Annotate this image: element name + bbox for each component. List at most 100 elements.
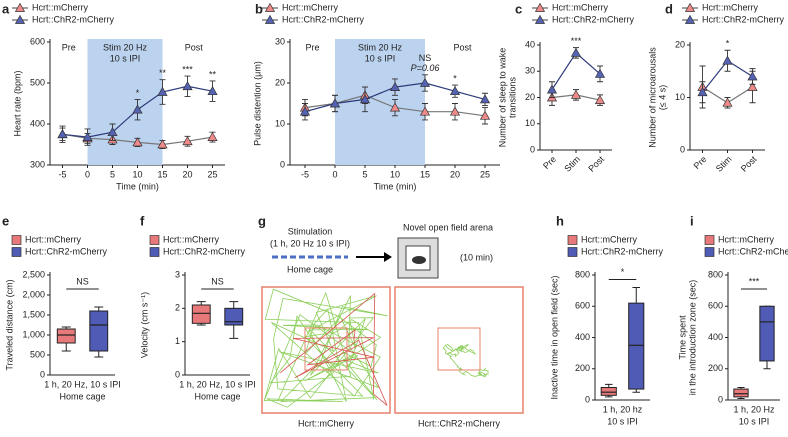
y-tick-label: 400 (575, 332, 590, 342)
panel-letter: b (255, 1, 263, 16)
box (600, 387, 617, 396)
arena-right-label: Hcrt::ChR2-mCherry (418, 418, 501, 428)
y-tick-label: 30 (275, 36, 285, 46)
data-point (329, 98, 341, 108)
data-point (594, 68, 606, 78)
y-tick-label: 300 (30, 159, 45, 169)
panel-letter: g (258, 213, 266, 228)
trajectories (263, 288, 489, 408)
panel-letter: f (140, 213, 145, 228)
data-point (419, 77, 431, 87)
legend-label: Hcrt::mCherry (32, 2, 88, 12)
x-tick-label: 25 (207, 169, 217, 179)
y-axis-label: Number of microarousals (647, 47, 657, 148)
panel-g: g Stimulation (1 h, 20 Hz 10 s IPI) Home… (258, 213, 524, 428)
y-tick-label: 10 (275, 118, 285, 128)
arena-right (394, 286, 524, 414)
significance: *** (749, 276, 760, 286)
x-tick-label: 10 (132, 169, 142, 179)
y-tick-label: 500 (30, 77, 45, 87)
x-tick-label: Post (739, 154, 759, 174)
stim-label: Stimulation (288, 226, 333, 236)
y-tick-label: 2,500 (22, 269, 45, 279)
legend-label: Hcrt::mCherry (702, 2, 758, 12)
data-point (157, 139, 168, 149)
y-tick-label: 200 (708, 363, 723, 373)
annotation: * (453, 73, 457, 83)
legend-label: Hcrt::mCherry (552, 2, 608, 12)
annotation: * (136, 88, 140, 98)
y-tick-label: 0 (280, 159, 285, 169)
legend-marker (264, 2, 276, 12)
legend-label: Hcrt::ChR2-mCherry (702, 14, 785, 24)
panel-letter: i (690, 213, 694, 228)
x-axis-label: 10 s IPI (739, 416, 770, 426)
legend-marker (534, 2, 546, 12)
y-tick-label: 800 (575, 269, 590, 279)
legend-label: Hcrt::mCherry (282, 2, 338, 12)
annotation: ** (209, 69, 217, 79)
y-tick-label: 0 (680, 144, 685, 154)
region-label: Pre (62, 42, 76, 52)
x-axis-label: Time (min) (374, 181, 417, 191)
legend-marker (567, 247, 578, 257)
x-tick-label: Pre (541, 154, 558, 171)
data-point (182, 81, 193, 91)
annotation: ** (159, 68, 167, 78)
legend-marker (264, 14, 276, 24)
data-point (449, 106, 461, 116)
data-point (449, 85, 461, 96)
y-tick-label: 40 (525, 39, 535, 49)
y-axis-label: Heart rate (bpm) (12, 70, 22, 136)
legend-marker (704, 235, 715, 245)
legend-label: Hcrt::ChR2-mCherry (32, 14, 115, 24)
x-axis-label: 10 s IPI (607, 416, 638, 426)
y-tick-label: 600 (708, 301, 723, 311)
legend-marker (149, 235, 160, 245)
y-tick-label: 500 (30, 349, 45, 359)
box (56, 328, 76, 344)
y-axis-label: Number of sleep to wake (497, 48, 507, 148)
y-axis-label: (≤ 4 s) (657, 85, 667, 110)
legend-marker (14, 14, 26, 24)
y-tick-label: 20 (275, 77, 285, 87)
box (759, 305, 775, 362)
legend-marker (684, 14, 696, 24)
data-point (207, 131, 218, 141)
arena-left-label: Hcrt::mCherry (298, 418, 354, 428)
y-tick-label: 3 (175, 269, 180, 279)
data-point (82, 131, 93, 141)
y-axis-label: Time spent (677, 315, 687, 360)
x-axis-label: Home cage (59, 391, 105, 401)
y-tick-label: 0 (718, 394, 723, 404)
y-tick-label: 1,000 (22, 329, 45, 339)
arena-left (261, 286, 391, 414)
region-label: Stim 20 Hz (358, 42, 403, 52)
data-point (747, 71, 758, 81)
y-tick-label: 30 (525, 66, 535, 76)
center-zone-right (437, 327, 481, 371)
data-point (546, 84, 558, 94)
y-tick-label: 1 (175, 336, 180, 346)
data-point (722, 55, 733, 65)
x-tick-label: 15 (157, 169, 167, 179)
significance: * (621, 267, 625, 277)
mouse-icon (412, 256, 426, 264)
y-axis-label: Inactive time in open field (sec) (549, 275, 559, 399)
box (89, 310, 109, 352)
y-tick-label: 0 (40, 369, 45, 379)
arena-label: Novel open field arena (403, 222, 493, 232)
center-zone-left (304, 327, 348, 371)
x-tick-label: 5 (110, 169, 115, 179)
data-point (107, 126, 118, 137)
legend-label: Hcrt::mCherry (581, 234, 637, 244)
legend-marker (534, 14, 546, 24)
region-label: 10 s IPI (110, 53, 141, 63)
region-label: Pre (305, 42, 319, 52)
y-tick-label: 600 (575, 301, 590, 311)
data-point (182, 136, 193, 146)
y-tick-label: 200 (575, 363, 590, 373)
panel-letter: e (2, 213, 9, 228)
duration-label: (10 min) (460, 252, 493, 262)
